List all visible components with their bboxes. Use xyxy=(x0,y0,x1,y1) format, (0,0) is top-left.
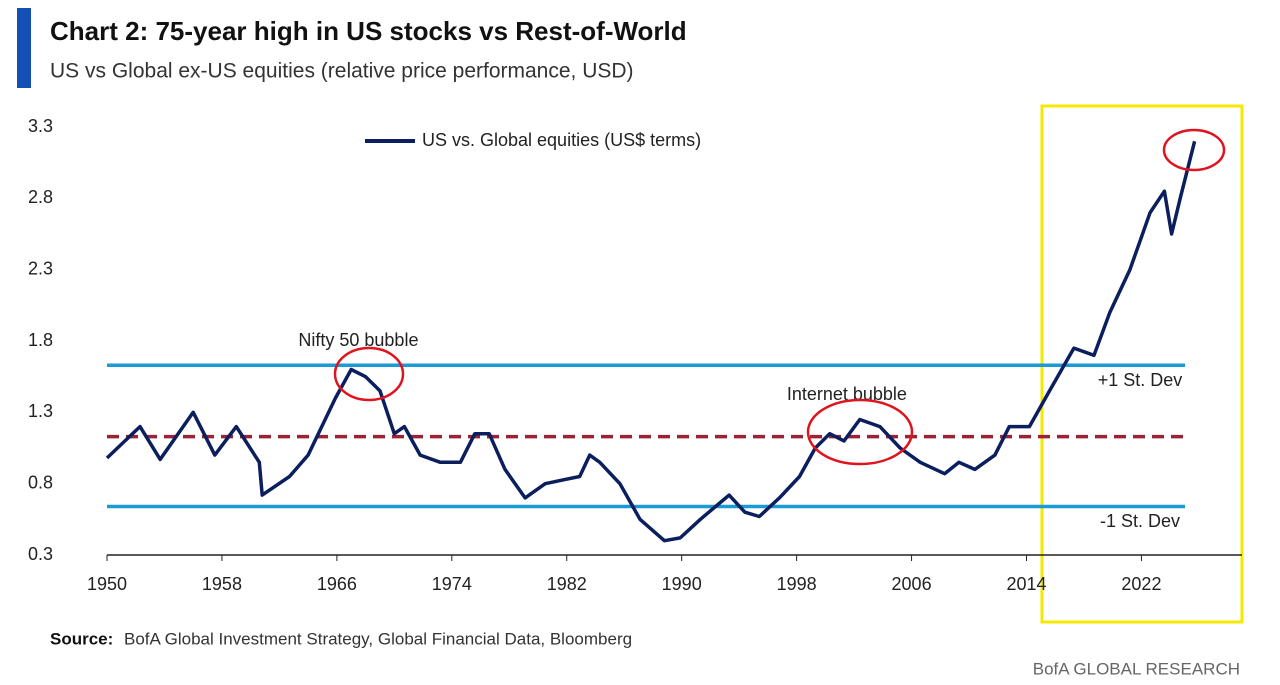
x-tick-label: 1950 xyxy=(87,574,127,594)
y-tick-label: 2.8 xyxy=(28,187,53,207)
x-tick-label: 2006 xyxy=(892,574,932,594)
x-tick-label: 1966 xyxy=(317,574,357,594)
highlight-circle xyxy=(1162,128,1226,172)
legend-label: US vs. Global equities (US$ terms) xyxy=(422,130,701,150)
source-text: BofA Global Investment Strategy, Global … xyxy=(124,629,632,648)
annotation: Nifty 50 bubble xyxy=(298,330,418,350)
chart-subtitle: US vs Global ex-US equities (relative pr… xyxy=(50,60,634,83)
source-label: Source: xyxy=(50,629,113,648)
reference-label: +1 St. Dev xyxy=(1098,370,1183,390)
chart-title: Chart 2: 75-year high in US stocks vs Re… xyxy=(50,16,687,46)
y-tick-label: 3.3 xyxy=(28,116,53,136)
x-tick-label: 1982 xyxy=(547,574,587,594)
x-tick-label: 2014 xyxy=(1006,574,1046,594)
highlight-circle xyxy=(806,398,914,466)
y-tick-label: 2.3 xyxy=(28,258,53,278)
x-tick-label: 1958 xyxy=(202,574,242,594)
x-tick-label: 1974 xyxy=(432,574,472,594)
x-tick-label: 1990 xyxy=(662,574,702,594)
data-line xyxy=(105,140,1197,543)
x-tick-label: 2022 xyxy=(1121,574,1161,594)
reference-label: -1 St. Dev xyxy=(1100,511,1180,531)
highlight-circle xyxy=(333,346,405,402)
y-tick-label: 0.8 xyxy=(28,472,53,492)
title-accent xyxy=(17,8,31,88)
annotation: Internet bubble xyxy=(787,384,907,404)
y-tick-label: 1.8 xyxy=(28,330,53,350)
x-tick-label: 1998 xyxy=(777,574,817,594)
y-tick-label: 0.3 xyxy=(28,544,53,564)
y-tick-label: 1.3 xyxy=(28,401,53,421)
footer: BofA GLOBAL RESEARCH xyxy=(1033,659,1240,678)
